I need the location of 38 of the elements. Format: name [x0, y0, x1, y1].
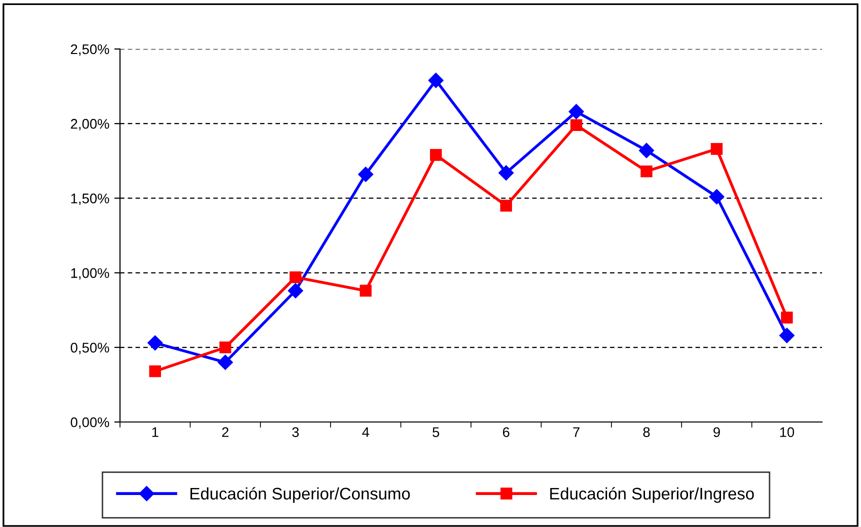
- point: [290, 271, 302, 284]
- point: [218, 354, 233, 370]
- point: [288, 283, 304, 298]
- point: [358, 166, 374, 182]
- y-tick-label: 0,00%: [70, 417, 110, 429]
- y-tick-label: 0,50%: [70, 342, 110, 354]
- x-tick-label: 4: [362, 427, 370, 437]
- point: [428, 72, 444, 88]
- point: [500, 200, 512, 212]
- point: [430, 149, 442, 161]
- x-tick-label: 8: [643, 427, 650, 438]
- point: [219, 341, 232, 354]
- x-tick-label: 1: [152, 427, 158, 437]
- point: [149, 365, 162, 378]
- y-tick-label: 1,00%: [71, 268, 110, 280]
- point: [498, 165, 514, 180]
- point: [780, 312, 793, 324]
- point: [779, 328, 794, 344]
- legend-label: Educación Superior/Consumo: [190, 487, 410, 503]
- y-tick-label: 2,00%: [70, 118, 110, 130]
- x-tick-label: 5: [432, 427, 440, 438]
- point: [640, 165, 652, 178]
- point: [568, 104, 584, 120]
- point: [360, 284, 372, 297]
- x-tick-label: 3: [292, 427, 299, 438]
- x-tick-label: 10: [780, 427, 794, 438]
- point: [710, 143, 723, 155]
- x-tick-label: 9: [713, 427, 720, 438]
- y-tick-label: 1,50%: [71, 194, 110, 206]
- y-tick-label: 2,50%: [70, 44, 110, 56]
- x-tick-label: 2: [222, 427, 228, 437]
- point: [638, 142, 654, 158]
- x-tick-label: 6: [502, 427, 510, 438]
- point: [148, 335, 163, 350]
- point: [709, 189, 724, 204]
- legend-label: Educación Superior/Ingreso: [550, 487, 754, 503]
- point: [570, 119, 582, 131]
- x-tick-label: 7: [573, 427, 580, 437]
